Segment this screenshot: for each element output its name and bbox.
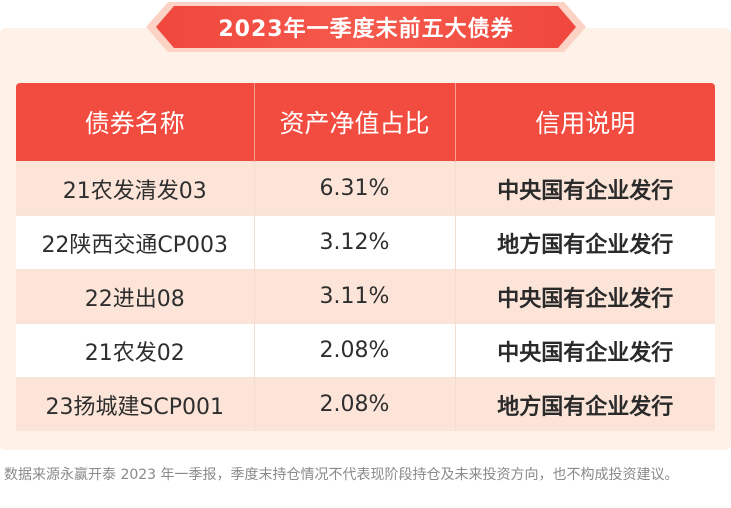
data-source-footnote: 数据来源永赢开泰 2023 年一季报，季度末持仓情况不代表现阶段持仓及未来投资方…	[4, 467, 679, 483]
nav-ratio-cell: 2.08%	[254, 377, 456, 431]
credit-note-cell: 中央国有企业发行	[455, 323, 715, 378]
header-credit-note: 信用说明	[455, 83, 715, 162]
table-row: 21农发02 2.08% 中央国有企业发行	[16, 323, 715, 378]
bond-name-cell: 21农发02	[16, 323, 255, 378]
nav-ratio-cell: 6.31%	[254, 161, 456, 216]
credit-note-cell: 地方国有企业发行	[455, 377, 715, 431]
table-row: 22陕西交通CP003 3.12% 地方国有企业发行	[16, 215, 715, 270]
credit-note-cell: 地方国有企业发行	[455, 215, 715, 270]
bond-name-cell: 23扬城建SCP001	[16, 377, 255, 431]
nav-ratio-cell: 2.08%	[254, 323, 456, 378]
nav-ratio-cell: 3.12%	[254, 215, 456, 270]
nav-ratio-cell: 3.11%	[254, 269, 456, 324]
table-row: 21农发清发03 6.31% 中央国有企业发行	[16, 161, 715, 216]
table-row: 22进出08 3.11% 中央国有企业发行	[16, 269, 715, 324]
table-header-row: 债券名称 资产净值占比 信用说明	[16, 83, 715, 162]
page-title: 2023年一季度末前五大债券	[218, 17, 514, 42]
credit-note-cell: 中央国有企业发行	[455, 269, 715, 324]
bond-name-cell: 22陕西交通CP003	[16, 215, 255, 270]
credit-note-cell: 中央国有企业发行	[455, 161, 715, 216]
header-nav-ratio: 资产净值占比	[254, 83, 456, 162]
title-banner: 2023年一季度末前五大债券	[146, 2, 586, 52]
header-bond-name: 债券名称	[16, 83, 255, 162]
top-bonds-table: 债券名称 资产净值占比 信用说明 21农发清发03 6.31% 中央国有企业发行…	[16, 83, 715, 431]
title-banner-ribbon: 2023年一季度末前五大债券	[156, 6, 576, 48]
bond-name-cell: 21农发清发03	[16, 161, 255, 216]
table-row: 23扬城建SCP001 2.08% 地方国有企业发行	[16, 377, 715, 431]
bond-name-cell: 22进出08	[16, 269, 255, 324]
